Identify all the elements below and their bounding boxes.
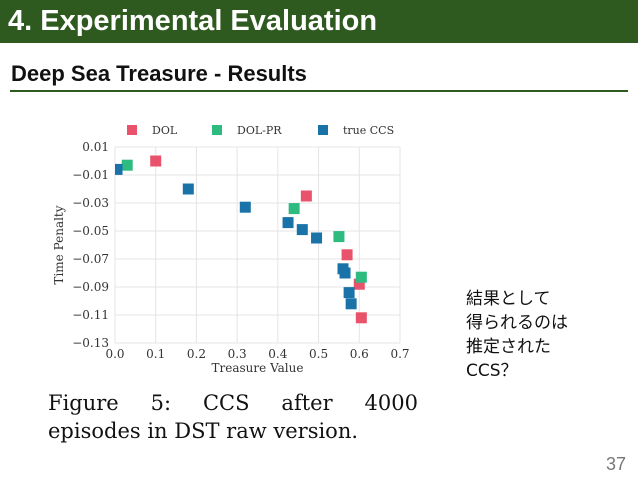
x-tick-label: 0.1	[146, 347, 165, 361]
data-point	[355, 312, 367, 324]
x-tick-label: 0.4	[268, 347, 287, 361]
y-tick-label: 0.01	[82, 140, 109, 154]
chart-points	[115, 155, 367, 324]
y-tick-label: −0.11	[72, 308, 109, 322]
slide-title: 4. Experimental Evaluation	[8, 5, 378, 37]
y-tick-label: −0.09	[72, 280, 109, 294]
note-line: 結果として	[466, 289, 551, 309]
chart-grid	[114, 146, 401, 344]
scatter-chart: DOL DOL-PR true CCS 0.0 0.1 0.2 0.3 0.4 0.5 0.6 0…	[52, 124, 410, 375]
caption-word: Figure	[48, 391, 119, 415]
caption-word: CCS	[202, 391, 250, 415]
x-tick-label: 0.6	[350, 347, 369, 361]
caption-word: 4000	[364, 391, 418, 415]
y-tick-label: −0.03	[72, 196, 109, 210]
data-point	[341, 249, 353, 261]
y-axis-ticks: 0.01 −0.01 −0.03 −0.05 −0.07 −0.09 −0.11 −0.13	[72, 140, 109, 350]
page-number: 37	[605, 454, 626, 474]
x-tick-label: 0.5	[309, 347, 328, 361]
data-point	[282, 217, 294, 229]
caption-word: 5:	[150, 391, 172, 415]
x-axis-ticks: 0.0 0.1 0.2 0.3 0.4 0.5 0.6 0.7	[105, 347, 409, 361]
y-axis-label: Time Penalty	[52, 205, 66, 284]
x-axis-label: Treasure Value	[212, 361, 304, 375]
data-point	[355, 271, 367, 283]
x-tick-label: 0.0	[105, 347, 124, 361]
data-point	[150, 155, 162, 167]
subtitle-rule	[10, 90, 628, 92]
data-point	[182, 183, 194, 195]
data-point	[345, 298, 357, 310]
y-tick-label: −0.05	[72, 224, 109, 238]
data-point	[300, 190, 312, 202]
legend-label: true CCS	[343, 124, 394, 137]
y-tick-label: −0.01	[72, 168, 109, 182]
plot-area	[115, 147, 400, 343]
side-note: 結果として 得られるのは 推定された CCS？	[466, 287, 568, 383]
data-point	[288, 203, 300, 215]
legend-label: DOL	[152, 124, 178, 137]
title-bar: 4. Experimental Evaluation	[0, 0, 638, 43]
note-line: CCS？	[466, 361, 518, 381]
data-point	[296, 224, 308, 236]
data-point	[311, 232, 323, 244]
caption-line-1: Figure 5: CCS after 4000	[48, 389, 418, 417]
data-point	[121, 159, 133, 171]
x-tick-label: 0.7	[390, 347, 409, 361]
data-point	[333, 231, 345, 243]
chart-legend: DOL DOL-PR true CCS	[127, 124, 394, 137]
data-point	[239, 201, 251, 213]
note-line: 得られるのは	[466, 313, 568, 333]
x-tick-label: 0.3	[228, 347, 247, 361]
x-tick-label: 0.2	[187, 347, 206, 361]
caption-word: after	[281, 391, 333, 415]
data-point	[343, 287, 355, 299]
slide-subtitle: Deep Sea Treasure - Results	[11, 61, 307, 86]
y-tick-label: −0.07	[72, 252, 109, 266]
legend-swatch	[212, 125, 222, 135]
figure-caption: Figure 5: CCS after 4000 episodes in DST…	[48, 389, 418, 445]
caption-line-2: episodes in DST raw version.	[48, 419, 359, 443]
data-point	[353, 278, 365, 290]
legend-swatch	[318, 125, 328, 135]
legend-label: DOL-PR	[237, 124, 282, 137]
data-point	[339, 267, 351, 279]
note-line: 推定された	[466, 337, 551, 357]
y-tick-label: −0.13	[72, 336, 109, 350]
data-point	[115, 163, 123, 175]
legend-swatch	[127, 125, 137, 135]
